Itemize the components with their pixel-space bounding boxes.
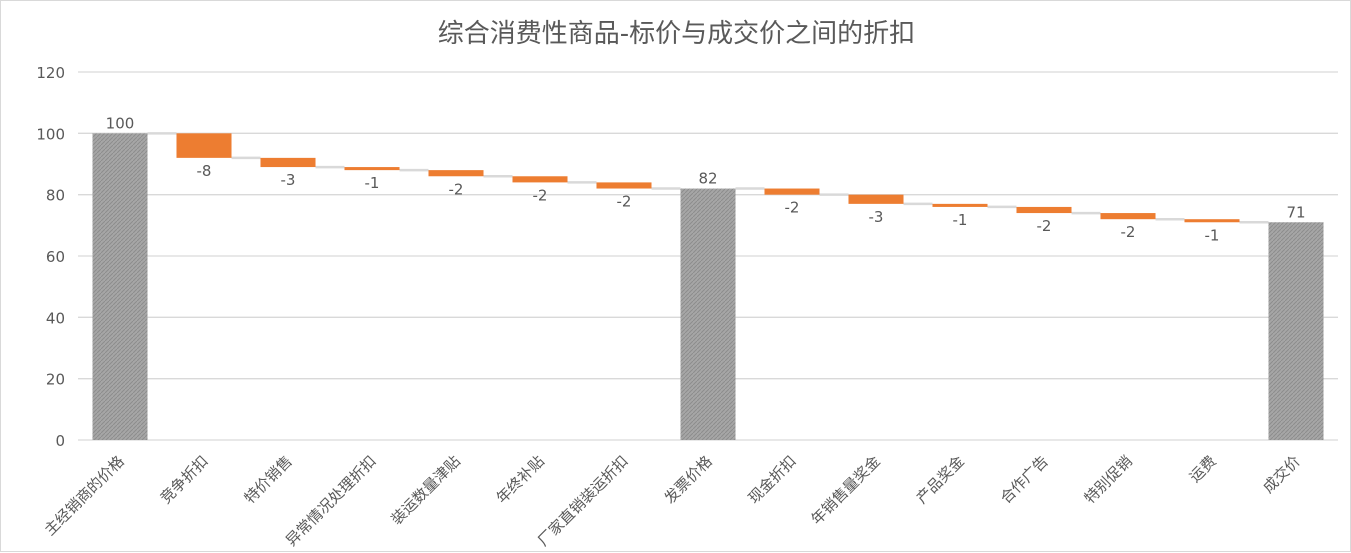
data-label: 100 xyxy=(106,114,135,132)
data-label: -8 xyxy=(197,162,212,180)
category-label: 运费 xyxy=(1186,452,1220,486)
y-tick-label: 0 xyxy=(55,432,65,450)
data-label: -2 xyxy=(533,186,548,204)
category-label: 成交价 xyxy=(1259,452,1304,497)
y-tick-label: 40 xyxy=(46,309,65,327)
decrease-bar xyxy=(848,194,904,204)
decrease-bar xyxy=(1016,206,1072,214)
decrease-bar xyxy=(176,133,232,158)
data-label: 71 xyxy=(1286,203,1305,221)
decrease-bar xyxy=(344,167,400,171)
category-label: 厂家直销装运折扣 xyxy=(534,452,632,550)
data-label: -2 xyxy=(785,199,800,217)
y-tick-label: 60 xyxy=(46,248,65,266)
category-label: 特价销售 xyxy=(241,452,296,507)
data-label: -3 xyxy=(281,171,296,189)
total-bar xyxy=(1268,222,1324,440)
category-label: 现金折扣 xyxy=(745,452,800,507)
data-label: -1 xyxy=(365,174,380,192)
data-label: -2 xyxy=(617,193,632,211)
total-bar xyxy=(680,188,736,440)
data-label: -2 xyxy=(449,180,464,198)
data-label: -1 xyxy=(1205,226,1220,244)
category-label: 装运数量津贴 xyxy=(387,452,463,528)
decrease-bar xyxy=(596,182,652,189)
category-label: 竞争折扣 xyxy=(157,452,212,507)
decrease-bar xyxy=(1100,213,1156,220)
data-label: -2 xyxy=(1121,223,1136,241)
y-tick-label: 120 xyxy=(36,64,65,82)
chart-title: 综合消费性商品-标价与成交价之间的折扣 xyxy=(437,19,916,49)
decrease-bar xyxy=(428,170,484,177)
category-label: 年销售量奖金 xyxy=(807,452,883,528)
y-tick-label: 100 xyxy=(36,125,65,143)
category-label: 产品奖金 xyxy=(913,452,968,507)
decrease-bar xyxy=(260,157,316,168)
category-label: 主经销商的价格 xyxy=(41,452,128,539)
data-label: -3 xyxy=(869,208,884,226)
category-label: 发票价格 xyxy=(661,452,716,507)
category-label: 异常情况处理折扣 xyxy=(282,452,380,550)
data-label: -2 xyxy=(1037,217,1052,235)
data-label: -1 xyxy=(953,211,968,229)
category-label: 年终补贴 xyxy=(493,452,548,507)
y-tick-label: 80 xyxy=(46,187,65,205)
data-label: 82 xyxy=(698,170,717,188)
total-bar xyxy=(92,133,148,441)
decrease-bar xyxy=(932,203,988,207)
decrease-bar xyxy=(764,188,820,195)
decrease-bar xyxy=(512,176,568,183)
category-label: 特别促销 xyxy=(1081,452,1136,507)
y-tick-label: 20 xyxy=(46,371,65,389)
category-label: 合作广告 xyxy=(997,452,1052,507)
decrease-bar xyxy=(1184,219,1240,223)
